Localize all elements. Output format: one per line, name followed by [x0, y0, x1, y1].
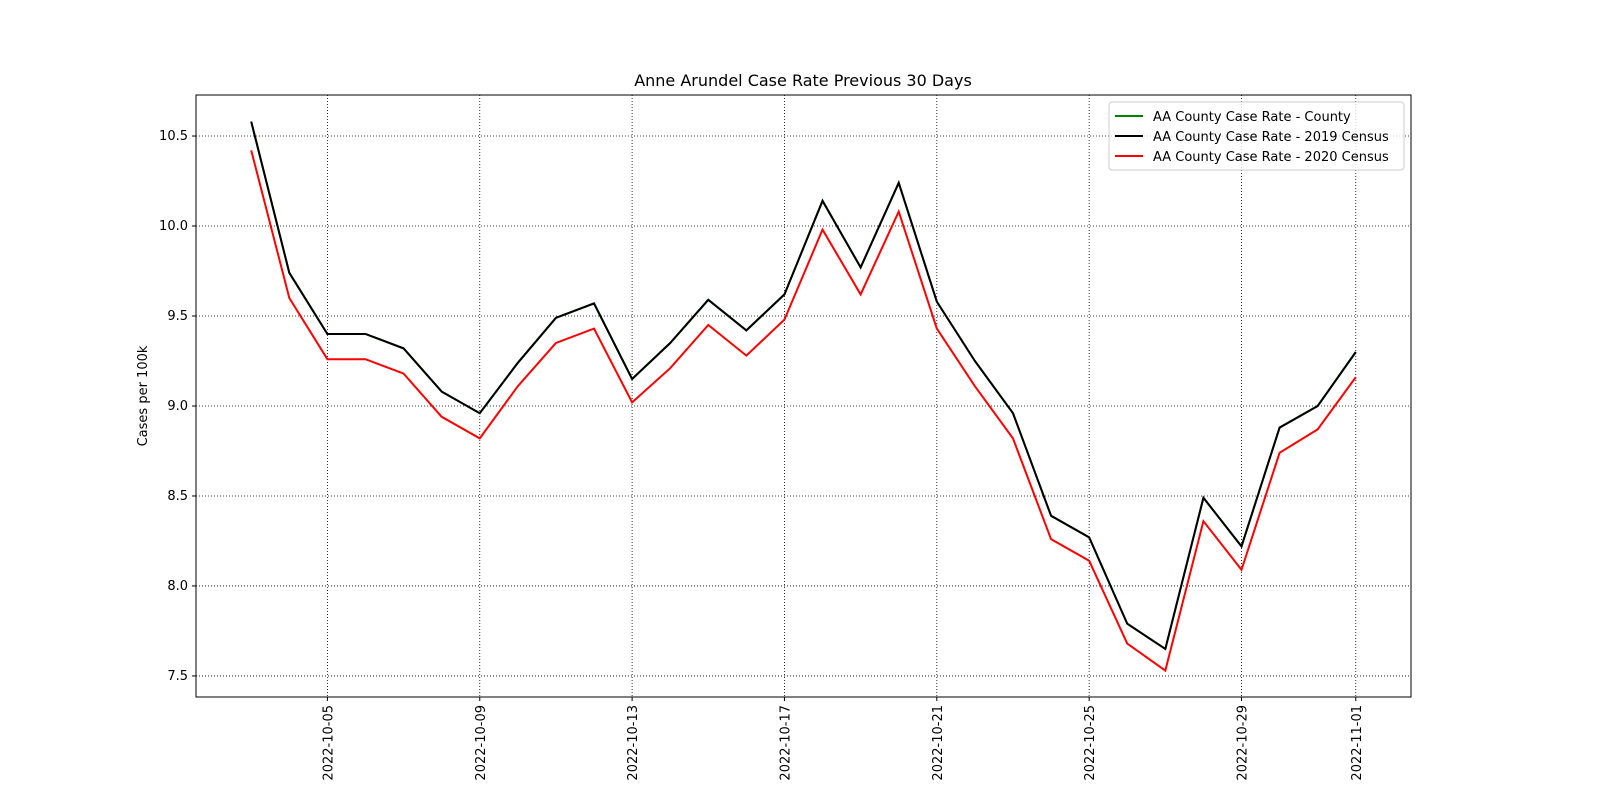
data-line [250, 121, 1357, 651]
y-tick-label: 8.0 [167, 579, 188, 594]
plot-frame [195, 94, 1412, 698]
chart-title: Anne Arundel Case Rate Previous 30 Days [634, 71, 972, 90]
x-tick-label: 2022-10-21 [931, 705, 946, 781]
x-tick-label: 2022-10-09 [474, 705, 489, 781]
y-tick-label: 8.5 [167, 489, 188, 504]
legend-box [1108, 101, 1405, 171]
x-tick-label: 2022-10-25 [1083, 705, 1098, 781]
legend: AA County Case Rate - County AA County Ca… [1108, 101, 1405, 171]
x-tick-label: 2022-10-13 [626, 705, 641, 781]
y-axis-label: Cases per 100k [136, 345, 151, 446]
x-tick-label: 2022-10-05 [321, 705, 336, 781]
y-tick-label: 10.5 [159, 129, 188, 144]
y-tick-label: 9.5 [167, 309, 188, 324]
x-tick-label: 2022-11-01 [1350, 705, 1365, 781]
data-line [250, 150, 1357, 673]
y-tick-label: 9.0 [167, 399, 188, 414]
x-tick-label: 2022-10-17 [778, 705, 793, 781]
legend-label: AA County Case Rate - 2020 Census [1153, 150, 1389, 165]
legend-label: AA County Case Rate - 2019 Census [1153, 130, 1389, 145]
x-tick-label: 2022-10-29 [1236, 705, 1251, 781]
y-tick-label: 7.5 [167, 669, 188, 684]
y-tick-label: 10.0 [159, 219, 188, 234]
legend-label: AA County Case Rate - County [1153, 110, 1351, 125]
